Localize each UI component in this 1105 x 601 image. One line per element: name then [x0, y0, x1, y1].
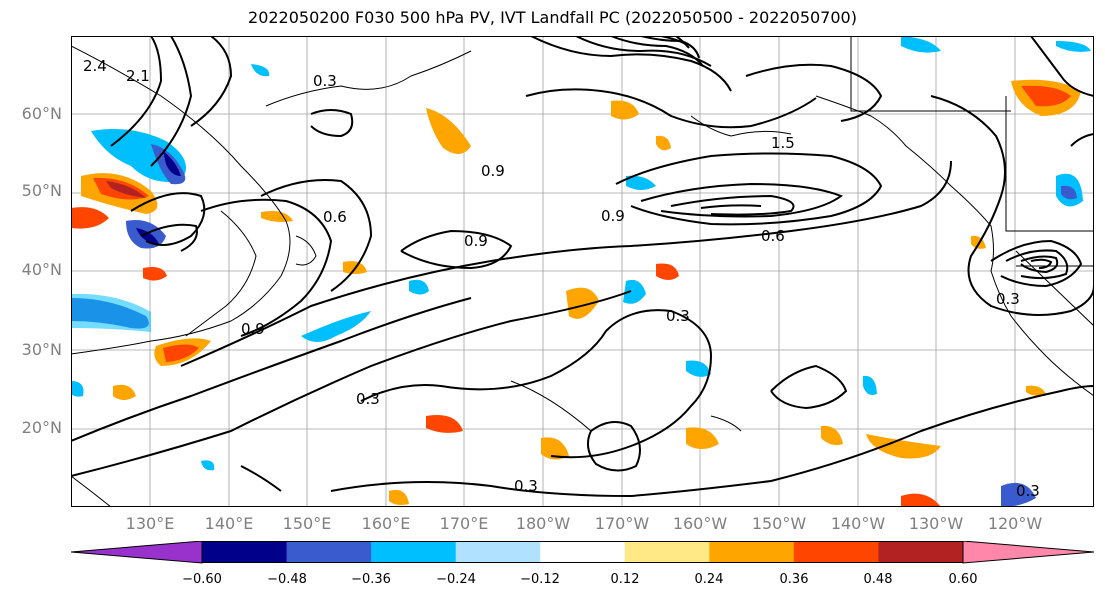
colorbar-swatch [202, 541, 288, 563]
lon-label-140w: 140°W [830, 514, 886, 533]
lat-label-50n: 50°N [21, 181, 62, 200]
neg-blob [686, 360, 711, 377]
lon-label-150e: 150°E [282, 514, 332, 533]
colorbar-tick: −0.60 [182, 572, 222, 587]
pos-blob [113, 384, 136, 400]
colorbar-tick: −0.36 [351, 572, 391, 587]
lon-label-170e: 170°E [439, 514, 489, 533]
pos-blob [866, 434, 941, 459]
pos-blob [106, 181, 146, 198]
colorbar-swatch [286, 541, 372, 563]
pos-blob [656, 263, 679, 280]
contours [71, 36, 1094, 498]
contour-label: 0.3 [313, 72, 337, 90]
pos-blob [1021, 85, 1071, 107]
colorbar-min-arrow [71, 541, 203, 564]
pos-blob [686, 427, 719, 449]
contour-label: 0.3 [514, 477, 538, 495]
colorbar-tick: 0.36 [779, 572, 809, 587]
pos-blob [71, 207, 109, 229]
colorbar-tick: −0.48 [267, 572, 307, 587]
lon-label-120w: 120°W [987, 514, 1043, 533]
pos-blob [389, 489, 409, 505]
neg-blob [1056, 41, 1091, 52]
pos-blob [143, 267, 167, 281]
neg-blob [1061, 185, 1077, 200]
lon-label-160w: 160°W [672, 514, 728, 533]
lon-label-150w: 150°W [751, 514, 807, 533]
contour-label: 0.9 [481, 162, 505, 180]
colorbar-tick: −0.12 [520, 572, 560, 587]
colorbar-swatch [371, 541, 457, 563]
neg-blob [163, 151, 181, 176]
neg-blob [301, 311, 371, 342]
lat-label-30n: 30°N [21, 340, 62, 359]
pos-blob [426, 415, 463, 433]
pos-blob [656, 135, 671, 151]
lon-label-140e: 140°E [204, 514, 254, 533]
colorbar-swatch [878, 541, 964, 563]
contour-label: 0.6 [323, 208, 347, 226]
pos-blob [901, 493, 941, 507]
neg-blob [623, 279, 646, 304]
colorbar-tick: −0.24 [436, 572, 476, 587]
neg-blob [1001, 482, 1036, 507]
contour-label: 0.9 [601, 207, 625, 225]
pos-blob [163, 344, 199, 362]
contour-label: 1.5 [771, 134, 795, 152]
colorbar-tick: 0.24 [694, 572, 724, 587]
map-title: 2022050200 F030 500 hPa PV, IVT Landfall… [248, 8, 857, 27]
lon-label-180w: 180°W [515, 514, 571, 533]
contour-label: 0.3 [996, 290, 1020, 308]
colorbar [71, 541, 1094, 564]
neg-blob [901, 36, 941, 53]
colorbar-swatch [793, 541, 879, 563]
pos-blob [1026, 385, 1046, 396]
pos-blob [426, 108, 471, 155]
neg-blob [136, 228, 159, 244]
colorbar-swatch [540, 541, 626, 563]
map-panel: 0.3 0.6 0.9 1.5 2.1 2.4 0.3 0.3 0.3 0.3 … [71, 36, 1094, 507]
colorbar-swatch [624, 541, 710, 563]
lat-label-20n: 20°N [21, 418, 62, 437]
lat-label-40n: 40°N [21, 260, 62, 279]
pos-blob [611, 100, 639, 120]
pos-blob [821, 425, 843, 446]
contour-label: 0.3 [666, 307, 690, 325]
lon-label-160e: 160°E [361, 514, 411, 533]
lon-label-170w: 170°W [594, 514, 650, 533]
neg-blob [251, 64, 270, 77]
colorbar-swatch [709, 541, 795, 563]
coastlines [71, 36, 1094, 507]
neg-blob [409, 279, 429, 295]
colorbar-swatch [455, 541, 541, 563]
contour-label: 0.3 [1016, 482, 1040, 500]
neg-blob [626, 175, 656, 190]
lon-label-130e: 130°E [125, 514, 175, 533]
contour-label: 2.4 [83, 57, 107, 75]
colorbar-tick: 0.12 [610, 572, 640, 587]
pos-blob [541, 437, 569, 460]
pos-blob [566, 287, 599, 319]
contour-label: 0.3 [356, 390, 380, 408]
contour-label: 0.9 [241, 320, 265, 338]
neg-blob [863, 375, 877, 395]
lon-label-130w: 130°W [908, 514, 964, 533]
neg-blob [71, 381, 84, 397]
colorbar-tick: 0.60 [948, 572, 978, 587]
lat-label-60n: 60°N [21, 104, 62, 123]
contour-label: 2.1 [126, 67, 150, 85]
contour-label: 0.6 [761, 227, 785, 245]
contour-labels: 0.3 0.6 0.9 1.5 2.1 2.4 0.3 0.3 0.3 0.3 … [83, 57, 1040, 500]
neg-blob [201, 460, 215, 471]
neg-blob [71, 293, 151, 332]
contour-label: 0.9 [464, 232, 488, 250]
colorbar-max-arrow [962, 541, 1094, 564]
colorbar-tick: 0.48 [863, 572, 893, 587]
